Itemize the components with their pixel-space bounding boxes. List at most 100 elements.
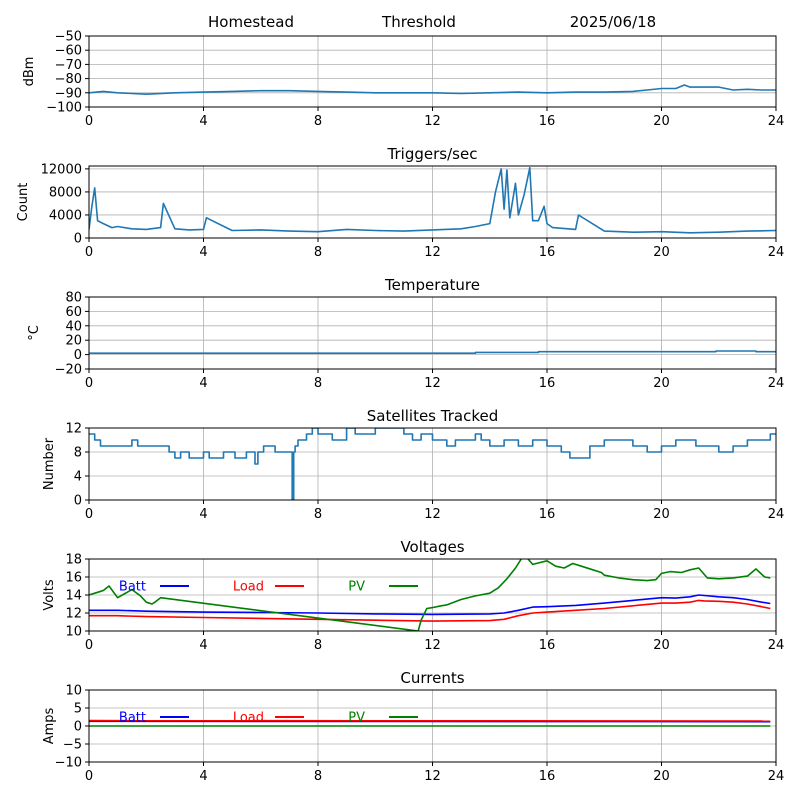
y-tick-label: 12000 <box>41 162 82 177</box>
x-tick-label: 20 <box>653 507 670 522</box>
legend-label-pv: PV <box>348 711 365 726</box>
legend-label-batt: Batt <box>119 580 146 595</box>
series-line <box>89 84 776 95</box>
y-tick-label: −80 <box>55 72 82 87</box>
y-tick-label: −5 <box>63 738 82 753</box>
series-line-batt <box>89 594 771 616</box>
x-tick-label: 8 <box>314 638 322 653</box>
x-tick-label: 4 <box>199 507 207 522</box>
x-tick-label: 16 <box>539 114 556 129</box>
x-tick-label: 12 <box>424 245 441 260</box>
y-tick-label: 8000 <box>49 185 82 200</box>
x-tick-label: 0 <box>85 245 93 260</box>
legend-label-pv: PV <box>348 580 365 595</box>
y-axis-label: °C <box>27 325 42 341</box>
y-tick-label: 4000 <box>49 208 82 223</box>
x-tick-label: 16 <box>539 245 556 260</box>
series-group <box>89 84 776 95</box>
y-tick-label: 12 <box>65 422 82 437</box>
x-tick-label: 20 <box>653 769 670 784</box>
legend-label-load: Load <box>233 711 264 726</box>
x-tick-label: 24 <box>768 507 785 522</box>
x-tick-label: 24 <box>768 376 785 391</box>
x-tick-label: 4 <box>199 376 207 391</box>
x-tick-label: 12 <box>424 507 441 522</box>
x-tick-label: 12 <box>424 114 441 129</box>
y-tick-label: −20 <box>55 363 82 378</box>
x-tick-label: 20 <box>653 376 670 391</box>
y-tick-label: 8 <box>74 446 82 461</box>
y-axis-label: Number <box>42 437 57 490</box>
y-axis-label: Amps <box>42 707 57 744</box>
series-group <box>89 350 776 355</box>
y-tick-label: 4 <box>74 470 82 485</box>
date-label: 2025/06/18 <box>570 13 656 31</box>
series-group <box>89 428 776 500</box>
chart-title: Triggers/sec <box>387 145 478 163</box>
legend-label-batt: Batt <box>119 711 146 726</box>
x-tick-label: 8 <box>314 245 322 260</box>
x-tick-label: 16 <box>539 507 556 522</box>
mode-label: Threshold <box>381 13 456 31</box>
y-tick-label: 60 <box>65 305 82 320</box>
y-axis-label: dBm <box>22 57 37 87</box>
y-tick-label: 5 <box>74 702 82 717</box>
chart-panel: 0 4 8 12 16 20 24 0 4 8 12 Satellites Tracked Number <box>42 407 784 522</box>
x-tick-label: 12 <box>424 376 441 391</box>
y-tick-label: 0 <box>74 348 82 363</box>
y-axis-label: Count <box>16 183 31 222</box>
x-tick-label: 0 <box>85 376 93 391</box>
x-tick-label: 0 <box>85 769 93 784</box>
x-tick-label: 4 <box>199 769 207 784</box>
x-tick-label: 12 <box>424 769 441 784</box>
x-tick-label: 4 <box>199 245 207 260</box>
y-tick-label: 10 <box>65 684 82 699</box>
x-tick-label: 0 <box>85 507 93 522</box>
x-tick-label: 24 <box>768 769 785 784</box>
x-tick-label: 24 <box>768 638 785 653</box>
y-tick-label: 80 <box>65 291 82 306</box>
y-tick-label: 10 <box>65 625 82 640</box>
y-tick-label: −70 <box>55 58 82 73</box>
chart-panel: 0 4 8 12 16 20 24 −10 −5 0 5 10 Currents Amps Batt Load… <box>42 669 784 784</box>
x-tick-label: 12 <box>424 638 441 653</box>
y-tick-label: −90 <box>55 86 82 101</box>
header: Homestead Threshold 2025/06/18 <box>208 13 656 31</box>
y-tick-label: 20 <box>65 334 82 349</box>
station-name: Homestead <box>208 13 294 31</box>
chart-panel: 0 4 8 12 16 20 24 −100−90−80−70−60−50 dBm <box>22 30 784 130</box>
series-line-pv <box>89 559 771 631</box>
x-tick-label: 24 <box>768 245 785 260</box>
y-tick-label: −60 <box>55 44 82 59</box>
chart-title: Voltages <box>400 538 464 556</box>
x-tick-label: 16 <box>539 638 556 653</box>
chart-title: Currents <box>400 669 464 687</box>
y-tick-label: 0 <box>74 232 82 247</box>
y-tick-label: 14 <box>65 589 82 604</box>
x-tick-label: 8 <box>314 376 322 391</box>
x-tick-label: 24 <box>768 114 785 129</box>
y-tick-label: −50 <box>55 30 82 45</box>
y-tick-label: −10 <box>55 756 82 771</box>
x-tick-label: 8 <box>314 114 322 129</box>
series-line <box>89 428 776 500</box>
x-tick-label: 8 <box>314 769 322 784</box>
series-group <box>89 719 771 727</box>
y-tick-label: 40 <box>65 319 82 334</box>
y-tick-label: 18 <box>65 553 82 568</box>
x-tick-label: 20 <box>653 114 670 129</box>
x-tick-label: 20 <box>653 245 670 260</box>
chart-panel: 0 4 8 12 16 20 24 10 12 14 16 18 Voltages Volts Batt Lo… <box>42 538 784 653</box>
series-line <box>89 350 776 355</box>
x-tick-label: 16 <box>539 376 556 391</box>
chart-title: Satellites Tracked <box>367 407 498 425</box>
x-tick-label: 20 <box>653 638 670 653</box>
series-group <box>89 559 771 631</box>
chart-title: Temperature <box>384 276 480 294</box>
x-tick-label: 0 <box>85 638 93 653</box>
chart-panel: 0 4 8 12 16 20 24 0 4000 8000 12000 Triggers/sec Cou… <box>16 145 784 260</box>
x-tick-label: 0 <box>85 114 93 129</box>
